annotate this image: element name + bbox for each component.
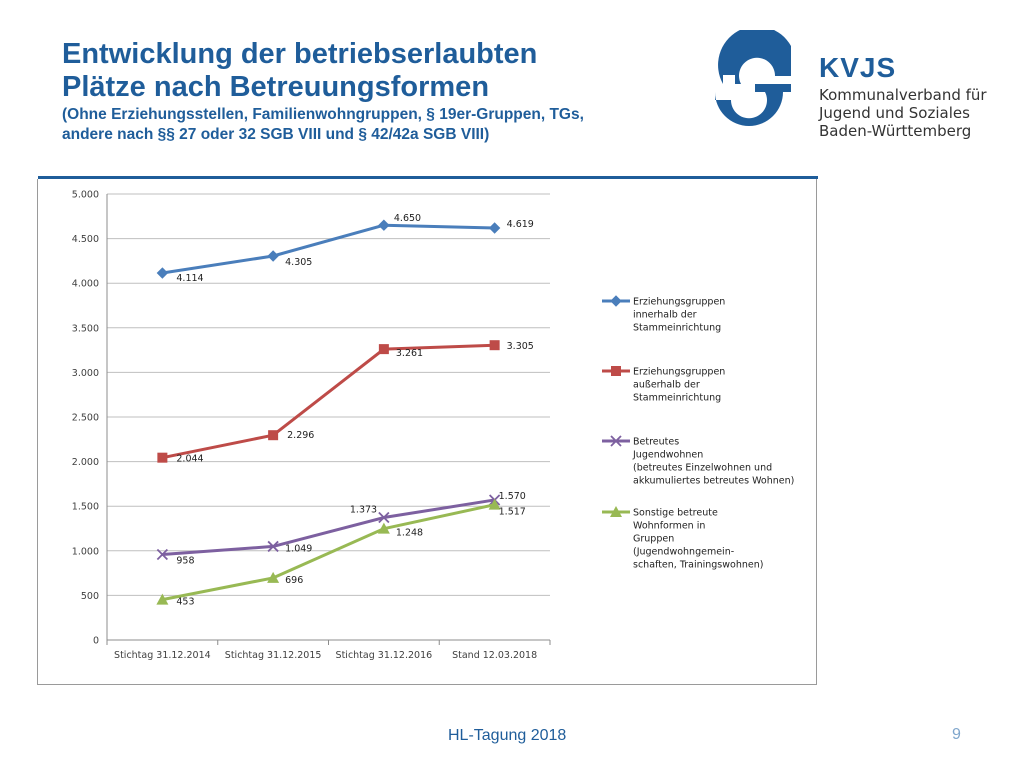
series-line	[162, 498, 495, 557]
data-label: 4.619	[507, 219, 534, 230]
slide-title-line1: Entwicklung der betriebserlaubten	[62, 38, 538, 70]
data-label: 958	[176, 556, 194, 567]
y-tick-label: 3.500	[72, 323, 99, 334]
chart-top-rule	[38, 176, 818, 179]
legend-marker	[611, 366, 621, 376]
chart-frame	[37, 179, 817, 685]
series-group: 958 1.049 1.373 1.570	[156, 491, 526, 567]
data-point-marker	[268, 430, 279, 441]
legend-label: Sonstige betreute	[633, 508, 718, 519]
data-label: 1.248	[396, 528, 423, 539]
data-point-marker	[378, 219, 390, 231]
series-group: 4.114 4.305 4.650 4.619	[156, 213, 534, 284]
legend-label: innerhalb der	[633, 310, 697, 321]
slide-title-line2: Plätze nach Betreuungsformen	[62, 71, 490, 103]
legend-entry: Betreutes Jugendwohnen (betreutes Einzelwo…	[602, 435, 794, 487]
x-tick-label: Stichtag 31.12.2014	[114, 650, 211, 661]
data-label: 4.114	[176, 273, 203, 284]
legend-label: Stammeinrichtung	[633, 393, 721, 404]
data-point-marker	[267, 571, 280, 583]
series-line	[162, 223, 495, 275]
data-point-marker	[489, 340, 500, 351]
legend-label: Betreutes	[633, 437, 679, 448]
x-tick-label: Stichtag 31.12.2015	[225, 650, 322, 661]
chart-legend: Erziehungsgruppen innerhalb der Stammeinri…	[602, 295, 794, 571]
y-tick-label: 1.000	[72, 546, 99, 557]
x-axis: Stichtag 31.12.2014 Stichtag 31.12.2015 St…	[106, 639, 551, 661]
legend-label: (betreutes Einzelwohnen und	[633, 463, 772, 474]
data-point-marker	[267, 540, 279, 553]
legend-label: (Jugendwohngemein-	[633, 547, 734, 558]
data-label: 1.517	[499, 507, 526, 518]
series-line	[162, 343, 495, 460]
data-label: 3.261	[396, 348, 423, 359]
legend-entry: Erziehungsgruppen innerhalb der Stammeinri…	[602, 295, 725, 334]
data-label: 453	[176, 597, 194, 608]
data-label: 4.650	[394, 213, 421, 224]
legend-marker	[610, 435, 622, 447]
data-label: 1.373	[350, 505, 377, 516]
legend-marker	[610, 295, 622, 307]
legend-label: Erziehungsgruppen	[633, 297, 725, 308]
legend-entry: Sonstige betreute Wohnformen in Gruppen (Ju…	[602, 506, 763, 571]
data-point-marker	[156, 593, 169, 605]
series-group: 453 696 1.248 1.517	[156, 498, 526, 608]
x-tick-label: Stand 12.03.2018	[452, 650, 537, 661]
data-label: 4.305	[285, 257, 312, 268]
legend-label: Erziehungsgruppen	[633, 367, 725, 378]
kvjs-logo-mark-icon	[715, 26, 791, 126]
data-label: 1.570	[499, 491, 526, 502]
legend-label: schaften, Trainingswohnen)	[633, 560, 763, 571]
data-label: 3.305	[507, 341, 534, 352]
legend-label: akkumuliertes betreutes Wohnen)	[633, 476, 794, 487]
y-tick-label: 4.000	[72, 279, 99, 290]
kvjs-logo: KVJS Kommunalverband für Jugend und Sozi…	[703, 26, 1003, 145]
legend-entry: Erziehungsgruppen außerhalb der Stammeinri…	[602, 366, 725, 404]
legend-label: Wohnformen in	[633, 521, 705, 532]
data-point-marker	[156, 267, 169, 279]
data-label: 696	[285, 575, 303, 586]
data-point-marker	[377, 522, 390, 534]
data-point-marker	[157, 452, 168, 463]
footer-text: HL-Tagung 2018	[448, 727, 567, 744]
series-group: 2.044 2.296 3.261 3.305	[157, 340, 534, 465]
chart-series: 4.114 4.305 4.650 4.619 2.044 2.296 3.261 3.305…	[156, 213, 534, 608]
data-label: 1.049	[285, 543, 312, 554]
slide-title-block: Entwicklung der betriebserlaubten Plätze…	[62, 38, 682, 144]
legend-label: außerhalb der	[633, 380, 700, 391]
x-tick-label: Stichtag 31.12.2016	[336, 650, 433, 661]
line-chart: 0 500 1.000 1.500 2.000 2.500 3.000 3.500 4.000 4…	[72, 190, 795, 662]
y-tick-label: 2.500	[72, 413, 99, 424]
data-point-marker	[156, 548, 169, 561]
logo-org-line3: Baden-Württemberg	[819, 122, 972, 140]
slide-subtitle-line2: andere nach §§ 27 oder 32 SGB VIII und §…	[62, 126, 490, 143]
y-tick-label: 500	[81, 591, 99, 602]
y-tick-label: 2.000	[72, 457, 99, 468]
data-label: 2.044	[176, 454, 203, 465]
page-number: 9	[952, 726, 961, 743]
logo-brand-text: KVJS	[819, 52, 897, 83]
y-tick-label: 3.000	[72, 368, 99, 379]
data-point-marker	[378, 344, 389, 355]
legend-label: Stammeinrichtung	[633, 323, 721, 334]
logo-org-line1: Kommunalverband für	[819, 86, 987, 104]
legend-label: Gruppen	[633, 534, 674, 545]
data-point-marker	[267, 250, 279, 262]
y-tick-label: 4.500	[72, 234, 99, 245]
legend-marker	[610, 506, 622, 517]
y-tick-label: 0	[93, 636, 99, 647]
y-tick-label: 5.000	[72, 190, 99, 201]
logo-org-line2: Jugend und Soziales	[819, 104, 970, 122]
data-point-marker	[378, 511, 390, 524]
data-point-marker	[488, 222, 501, 234]
y-tick-label: 1.500	[72, 502, 99, 513]
data-point-marker	[488, 498, 501, 510]
logo-org-text: Kommunalverband für Jugend und Soziales …	[819, 86, 987, 140]
chart-gridlines	[107, 193, 550, 641]
y-axis: 0 500 1.000 1.500 2.000 2.500 3.000 3.500 4.000 4…	[72, 190, 108, 647]
slide-subtitle-line1: (Ohne Erziehungsstellen, Familienwohngru…	[62, 106, 584, 123]
data-label: 2.296	[287, 430, 314, 441]
series-line	[162, 503, 495, 602]
legend-label: Jugendwohnen	[632, 450, 703, 461]
